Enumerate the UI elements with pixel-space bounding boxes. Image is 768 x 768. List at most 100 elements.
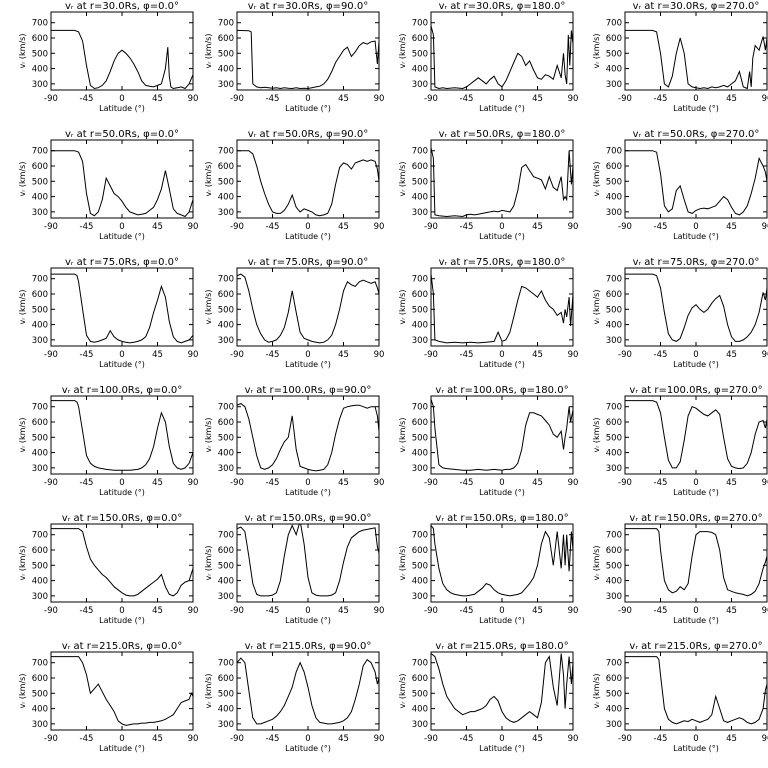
x-tick-label: 45: [338, 350, 349, 360]
x-tick-label: 45: [726, 222, 737, 232]
y-tick-label: 400: [218, 65, 234, 75]
series-line: [237, 150, 379, 217]
x-axis-label: Latitude (°): [99, 104, 145, 113]
series-line: [51, 150, 193, 218]
y-axis-label: vᵣ (km/s): [204, 290, 213, 325]
x-tick-label: 90: [188, 350, 199, 360]
y-axis-label: vᵣ (km/s): [398, 546, 407, 581]
series-line: [625, 656, 767, 725]
x-tick-label: -45: [80, 350, 94, 360]
y-tick-label: 300: [606, 208, 622, 218]
x-tick-label: -45: [266, 478, 280, 488]
plot-frame: [50, 523, 194, 603]
x-tick-label: 90: [568, 222, 579, 232]
panel-title: vᵣ at r=100.0Rs, φ=180.0°: [435, 385, 568, 396]
y-tick-label: 700: [412, 531, 428, 541]
x-tick-label: 0: [499, 606, 504, 616]
plot-frame: [236, 395, 380, 475]
x-tick-label: 0: [499, 94, 504, 104]
plot-frame: [236, 139, 380, 219]
y-tick-label: 700: [218, 659, 234, 669]
y-tick-label: 500: [606, 177, 622, 187]
x-tick-label: -45: [460, 94, 474, 104]
y-tick-label: 700: [412, 147, 428, 157]
x-tick-label: 0: [693, 478, 698, 488]
y-tick-label: 600: [606, 162, 622, 172]
y-axis-label: vᵣ (km/s): [18, 546, 27, 581]
x-tick-label: -90: [230, 606, 244, 616]
y-tick-label: 500: [32, 177, 48, 187]
x-tick-label: 0: [499, 222, 504, 232]
x-tick-label: 0: [119, 734, 124, 744]
x-tick-label: -90: [618, 478, 632, 488]
x-tick-label: -45: [654, 350, 668, 360]
x-tick-label: -45: [266, 94, 280, 104]
y-tick-label: 300: [606, 80, 622, 90]
y-axis-label: vᵣ (km/s): [204, 418, 213, 453]
panel-2: vᵣ at r=30.0Rs, φ=90.0° -90 -45 0 45 90 300 400…: [204, 1, 384, 113]
y-tick-label: 500: [412, 177, 428, 187]
x-tick-label: -90: [44, 606, 58, 616]
x-tick-label: -90: [618, 350, 632, 360]
y-tick-label: 700: [606, 275, 622, 285]
x-tick-label: -90: [230, 734, 244, 744]
y-axis-label: vᵣ (km/s): [204, 162, 213, 197]
x-tick-label: 90: [188, 222, 199, 232]
y-tick-label: 600: [218, 674, 234, 684]
panel-5: vᵣ at r=50.0Rs, φ=0.0° -90 -45 0 45 90 300 400 5…: [18, 129, 198, 241]
x-axis-label: Latitude (°): [99, 744, 145, 753]
y-tick-label: 500: [218, 433, 234, 443]
y-tick-label: 500: [412, 433, 428, 443]
x-tick-label: 0: [693, 350, 698, 360]
y-tick-label: 300: [412, 80, 428, 90]
x-tick-label: -90: [618, 94, 632, 104]
plot-frame: [430, 523, 574, 603]
x-tick-label: -45: [654, 606, 668, 616]
series-line: [51, 656, 193, 726]
y-tick-label: 500: [218, 561, 234, 571]
plot-frame: [50, 651, 194, 731]
x-tick-label: 45: [338, 606, 349, 616]
y-tick-label: 500: [606, 689, 622, 699]
x-tick-label: 0: [693, 222, 698, 232]
x-tick-label: 90: [188, 478, 199, 488]
x-tick-label: 45: [152, 222, 163, 232]
x-tick-label: -45: [460, 478, 474, 488]
x-tick-label: -45: [460, 350, 474, 360]
x-tick-label: 45: [726, 350, 737, 360]
panel-title: vᵣ at r=100.0Rs, φ=270.0°: [629, 385, 762, 396]
series-line: [625, 29, 767, 90]
y-tick-label: 700: [218, 403, 234, 413]
x-tick-label: 45: [152, 478, 163, 488]
y-tick-label: 300: [606, 464, 622, 474]
y-tick-label: 700: [218, 275, 234, 285]
y-tick-label: 400: [606, 65, 622, 75]
x-tick-label: -90: [44, 478, 58, 488]
y-tick-label: 600: [606, 546, 622, 556]
panel-9: vᵣ at r=75.0Rs, φ=0.0° -90 -45 0 45 90 300 400 5…: [18, 257, 198, 369]
x-tick-label: -90: [618, 222, 632, 232]
x-tick-label: -45: [654, 222, 668, 232]
x-tick-label: 45: [532, 606, 543, 616]
series-line: [431, 398, 573, 471]
y-tick-label: 400: [32, 705, 48, 715]
x-tick-label: 0: [693, 734, 698, 744]
y-tick-label: 300: [412, 592, 428, 602]
y-tick-label: 500: [218, 689, 234, 699]
y-tick-label: 600: [32, 418, 48, 428]
panel-title: vᵣ at r=150.0Rs, φ=270.0°: [629, 513, 762, 524]
y-tick-label: 500: [606, 561, 622, 571]
series-line: [237, 524, 379, 597]
x-tick-label: -45: [266, 222, 280, 232]
panel-title: vᵣ at r=30.0Rs, φ=0.0°: [65, 1, 179, 12]
panel-24: vᵣ at r=215.0Rs, φ=270.0° -90 -45 0 45 90 300 4…: [592, 641, 768, 753]
x-tick-label: 90: [374, 478, 385, 488]
plot-frame: [624, 651, 768, 731]
panel-15: vᵣ at r=100.0Rs, φ=180.0° -90 -45 0 45 90 300 4…: [398, 385, 578, 497]
y-tick-label: 500: [218, 305, 234, 315]
y-tick-label: 500: [218, 49, 234, 59]
y-tick-label: 300: [32, 336, 48, 346]
y-tick-label: 500: [32, 689, 48, 699]
x-tick-label: 0: [119, 350, 124, 360]
x-axis-label: Latitude (°): [99, 232, 145, 241]
